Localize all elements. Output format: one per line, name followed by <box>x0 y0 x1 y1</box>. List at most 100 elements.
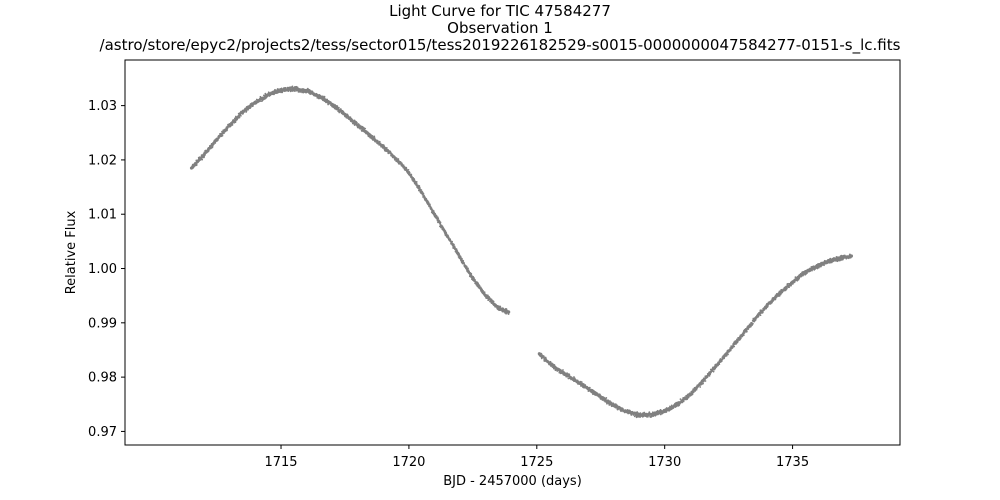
data-point <box>415 183 418 185</box>
y-tick-label: 0.98 <box>88 371 117 386</box>
data-point <box>458 253 461 256</box>
data-point <box>742 334 745 337</box>
data-point <box>242 112 244 115</box>
data-point <box>733 345 736 348</box>
data-point <box>714 366 717 368</box>
data-point <box>699 386 702 388</box>
x-axis-ticks: 1715 1720 1725 1730 1735 <box>264 445 809 470</box>
data-point <box>234 121 237 124</box>
data-point <box>850 255 853 258</box>
data-point <box>507 310 510 313</box>
data-point <box>754 318 757 321</box>
data-point <box>201 158 204 161</box>
data-point <box>418 184 421 187</box>
data-point <box>704 380 707 382</box>
data-point <box>474 278 476 281</box>
y-axis-ticks: 0.97 0.98 0.99 1.00 1.01 1.02 1.03 <box>88 99 125 440</box>
data-point <box>238 116 241 119</box>
data-point <box>208 148 210 151</box>
data-point <box>467 267 469 270</box>
data-point <box>753 320 756 323</box>
x-tick-label: 1720 <box>392 455 425 470</box>
x-axis-label: BJD - 2457000 (days) <box>443 474 582 489</box>
data-point <box>718 363 721 366</box>
data-point <box>402 164 405 167</box>
data-point <box>478 284 481 287</box>
data-point <box>239 115 242 117</box>
data-point <box>446 234 449 237</box>
data-point <box>345 116 348 119</box>
data-point <box>727 353 729 356</box>
y-tick-label: 1.02 <box>88 153 117 168</box>
data-point <box>407 168 410 171</box>
data-point <box>296 86 299 89</box>
data-point <box>482 289 484 292</box>
data-point <box>567 377 570 380</box>
data-point <box>702 381 705 383</box>
data-point <box>463 262 466 265</box>
x-tick-label: 1730 <box>648 455 681 470</box>
data-point <box>483 291 486 294</box>
data-point <box>691 393 694 395</box>
data-point <box>729 349 732 352</box>
data-point <box>223 132 226 134</box>
data-point <box>351 119 354 122</box>
data-point <box>284 87 287 89</box>
data-point <box>349 116 352 119</box>
data-point <box>413 178 416 181</box>
data-point <box>562 369 564 371</box>
data-point <box>336 105 339 108</box>
data-point <box>745 330 748 333</box>
y-tick-label: 0.97 <box>88 425 117 440</box>
data-points <box>189 85 854 419</box>
data-point <box>751 322 754 325</box>
data-point <box>584 384 587 386</box>
data-point <box>499 306 502 308</box>
chart-title: Light Curve for TIC 47584277 <box>389 2 611 20</box>
x-tick-label: 1725 <box>520 455 553 470</box>
data-point <box>451 240 453 243</box>
data-point <box>203 155 206 158</box>
data-point <box>791 282 794 285</box>
data-point <box>811 269 813 272</box>
data-point <box>462 260 465 262</box>
data-point <box>492 300 495 303</box>
data-point <box>549 360 552 363</box>
data-point <box>785 287 788 290</box>
data-point <box>385 146 388 149</box>
y-tick-label: 1.01 <box>88 208 117 223</box>
data-point <box>580 381 583 384</box>
data-point <box>507 313 510 316</box>
y-tick-label: 1.00 <box>88 262 117 277</box>
data-point <box>371 135 374 137</box>
data-point <box>679 398 682 401</box>
data-point <box>460 257 463 260</box>
data-point <box>606 402 608 405</box>
data-point <box>355 121 358 124</box>
data-point <box>453 245 456 248</box>
data-point <box>408 172 411 175</box>
chart-filepath: /astro/store/epyc2/projects2/tess/sector… <box>99 36 901 54</box>
data-point <box>588 386 591 389</box>
data-point <box>818 266 820 269</box>
data-point <box>712 370 715 373</box>
data-point <box>364 127 367 130</box>
data-point <box>454 247 457 249</box>
data-point <box>373 137 376 140</box>
data-point <box>759 314 762 317</box>
data-point <box>420 189 423 192</box>
data-point <box>291 85 294 88</box>
data-point <box>361 125 364 128</box>
y-tick-label: 1.03 <box>88 99 117 114</box>
y-tick-label: 0.99 <box>88 316 117 331</box>
data-point <box>639 412 642 415</box>
chart-subtitle: Observation 1 <box>447 19 553 37</box>
data-point <box>470 272 473 275</box>
data-point <box>430 207 433 210</box>
data-point <box>213 143 215 145</box>
data-point <box>326 98 329 101</box>
data-point <box>610 401 613 404</box>
data-point <box>221 134 224 137</box>
data-point <box>245 110 248 112</box>
